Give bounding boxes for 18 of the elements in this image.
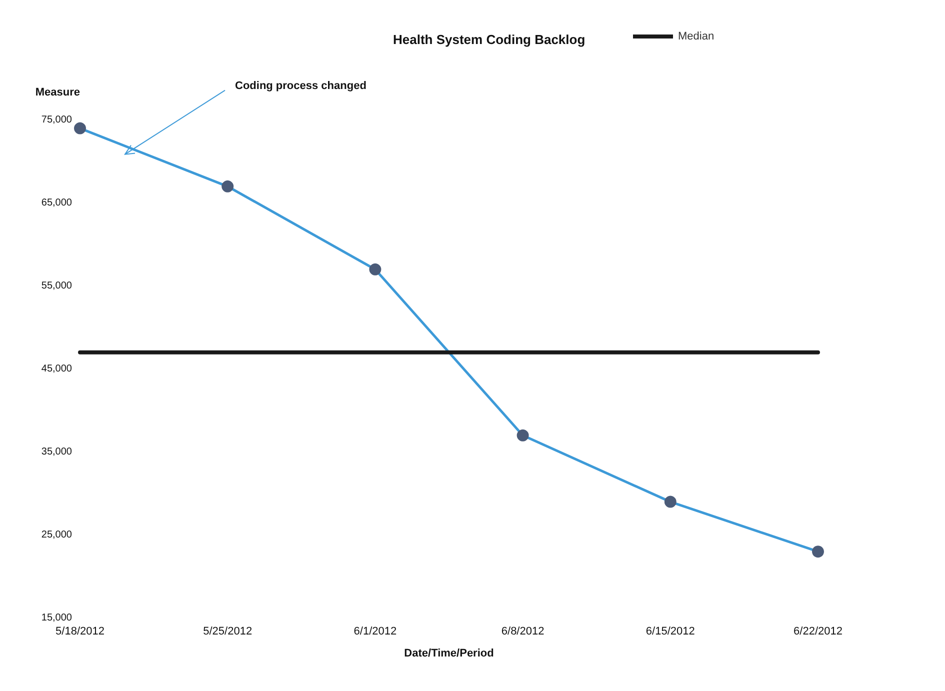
y-tick-label: 15,000 (41, 612, 72, 624)
x-tick-label: 5/18/2012 (56, 626, 104, 638)
y-tick-label: 25,000 (41, 530, 72, 540)
y-tick-label: 35,000 (41, 446, 72, 458)
y-tick-label: 65,000 (41, 198, 72, 208)
y-tick-label: 45,000 (41, 364, 72, 374)
x-tick-label: 6/22/2012 (794, 626, 842, 638)
x-tick-label: 5/25/2012 (203, 626, 252, 638)
text: Coding process changed (235, 80, 366, 92)
x-axis-title: Date/Time/Period (404, 648, 494, 660)
y-tick-label: 75,000 (41, 114, 72, 126)
x-tick-label: 6/15/2012 (646, 626, 695, 638)
x-tick-label: 6/8/2012 (501, 626, 544, 638)
legend-label: Median (678, 30, 714, 42)
chart-title: Health System Coding Backlog (393, 32, 586, 47)
x-tick-label: 6/1/2012 (354, 626, 397, 638)
y-tick-label: 55,000 (41, 280, 72, 292)
y-axis-title: Measure (35, 86, 80, 98)
